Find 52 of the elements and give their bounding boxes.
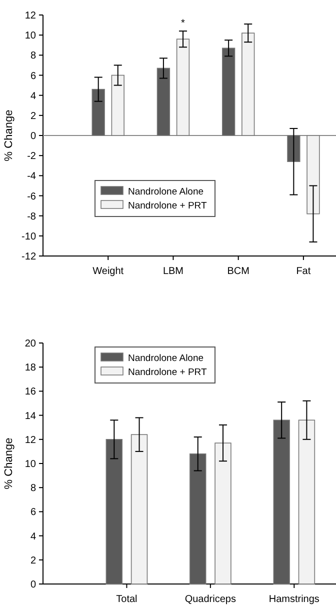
y-tick-label: 4	[30, 90, 36, 102]
bar	[242, 32, 255, 136]
y-tick-label: 4	[30, 531, 36, 542]
y-tick-label: 20	[24, 338, 36, 350]
y-tick-label: 12	[24, 10, 36, 22]
bar	[190, 453, 206, 584]
y-tick-label: -12	[22, 252, 36, 262]
x-tick-label: Total	[116, 594, 138, 605]
x-tick-label: Fat	[296, 266, 311, 277]
bar	[156, 68, 170, 136]
annotation: *	[181, 18, 186, 30]
bar	[176, 38, 190, 136]
y-tick-label: 10	[24, 459, 36, 470]
x-tick-label: BCM	[227, 266, 250, 277]
legend-label: Nandrolone Alone	[128, 353, 204, 364]
bar	[214, 442, 232, 584]
y-tick-label: 8	[30, 483, 36, 494]
y-tick-label: 12	[24, 434, 36, 446]
x-tick-label: LBM	[162, 266, 184, 277]
y-tick-label: 16	[24, 386, 36, 398]
bar	[273, 420, 290, 584]
bar	[106, 439, 123, 584]
y-tick-label: 8	[30, 50, 36, 62]
y-tick-label: 2	[30, 555, 36, 566]
y-tick-label: 6	[30, 507, 36, 518]
y-tick-label: 18	[24, 362, 36, 374]
x-tick-label: Weight	[92, 266, 124, 277]
bar	[222, 48, 236, 136]
legend-label: Nandrolone + PRT	[128, 367, 207, 378]
legend-label: Nandrolone + PRT	[128, 200, 207, 212]
bar	[130, 434, 148, 584]
bar	[298, 420, 316, 584]
y-tick-label: 0	[30, 131, 36, 142]
x-tick-label: Quadriceps	[184, 594, 236, 605]
y-tick-label: 6	[30, 70, 36, 82]
bar	[306, 135, 320, 214]
bar	[92, 88, 105, 136]
y-tick-label: -10	[22, 231, 36, 242]
y-tick-label: -8	[27, 211, 36, 222]
y-tick-label: -2	[27, 151, 36, 162]
y-axis-title: % Change	[3, 110, 15, 162]
bar	[287, 135, 300, 162]
y-tick-label: 10	[24, 30, 36, 42]
y-axis-title: % Change	[3, 438, 15, 490]
bar	[111, 74, 124, 136]
y-tick-label: -4	[27, 171, 36, 182]
y-tick-label: 0	[30, 580, 36, 590]
y-tick-label: 14	[24, 410, 36, 422]
legend-label: Nandrolone Alone	[128, 186, 204, 198]
y-tick-label: -6	[27, 191, 36, 202]
x-tick-label: Hamstrings	[268, 594, 320, 605]
y-tick-label: 2	[30, 110, 36, 122]
